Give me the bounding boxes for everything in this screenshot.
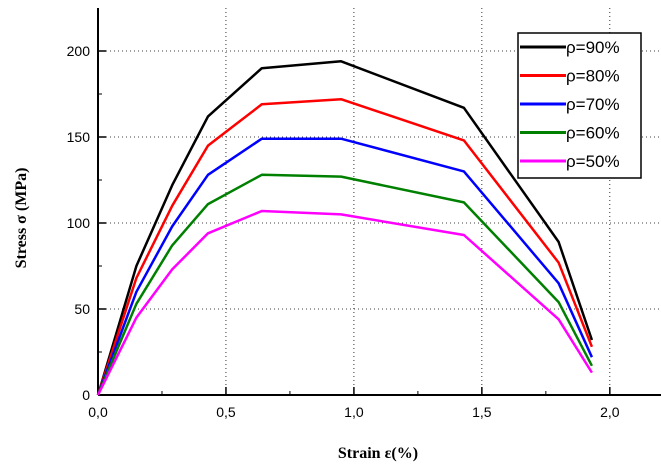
x-tick-label: 2,0: [600, 404, 620, 420]
y-axis-title: Stress σ (MPa): [13, 168, 30, 269]
y-tick-label: 150: [67, 129, 91, 145]
y-tick-label: 0: [82, 387, 90, 403]
y-tick-label: 50: [74, 301, 90, 317]
x-tick-label: 0,5: [216, 404, 236, 420]
series-line-3: [96, 137, 594, 396]
legend: ρ=90% ρ=80% ρ=70% ρ=60% ρ=50%: [517, 32, 642, 179]
series-group: [96, 60, 594, 396]
series-line-2: [96, 97, 594, 396]
series-line-4: [96, 173, 594, 396]
x-ticks: 0,0 0,5 1,0 1,5 2,0: [88, 387, 620, 420]
legend-label-2: ρ=80%: [566, 67, 620, 86]
y-ticks: 0 50 100 150 200: [67, 43, 106, 403]
series-line-5: [96, 209, 593, 396]
x-tick-label: 0,0: [88, 404, 108, 420]
axes: [97, 8, 661, 396]
legend-label-5: ρ=50%: [566, 152, 620, 171]
x-axis-title: Strain ε(%): [338, 445, 418, 462]
x-tick-label: 1,0: [344, 404, 364, 420]
y-tick-label: 200: [67, 43, 91, 59]
legend-label-3: ρ=70%: [566, 95, 620, 114]
y-tick-label: 100: [67, 215, 91, 231]
legend-label-4: ρ=60%: [566, 124, 620, 143]
legend-label-1: ρ=90%: [566, 38, 620, 57]
series-line-1: [96, 60, 594, 396]
x-tick-label: 1,5: [472, 404, 492, 420]
